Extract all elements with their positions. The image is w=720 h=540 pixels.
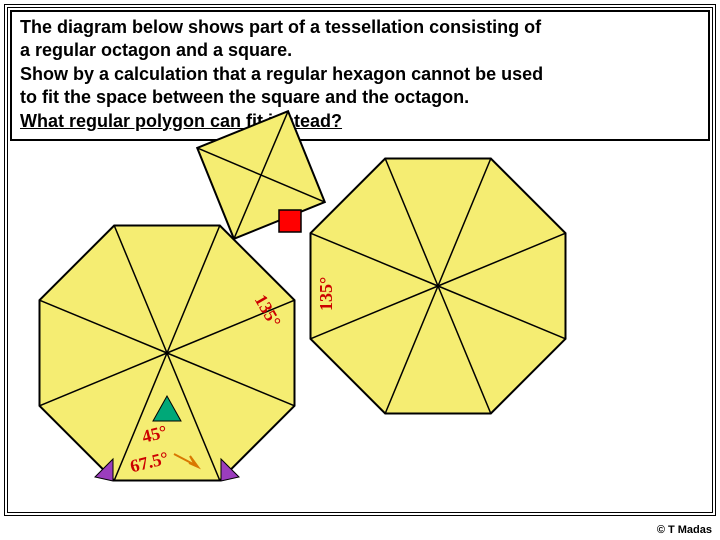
angle-label-135-right: 135°	[316, 277, 337, 311]
question-line-5: What regular polygon can fit instead?	[20, 110, 700, 133]
question-line-3: Show by a calculation that a regular hex…	[20, 63, 700, 86]
diagram: 135° 135° 45° 67.5°	[0, 158, 720, 516]
question-line-1: The diagram below shows part of a tessel…	[20, 16, 700, 39]
question-line-4: to fit the space between the square and …	[20, 86, 700, 109]
copyright: © T Madas	[657, 524, 712, 536]
question-box: The diagram below shows part of a tessel…	[10, 10, 710, 141]
question-line-2: a regular octagon and a square.	[20, 39, 700, 62]
diagram-svg	[0, 158, 720, 518]
